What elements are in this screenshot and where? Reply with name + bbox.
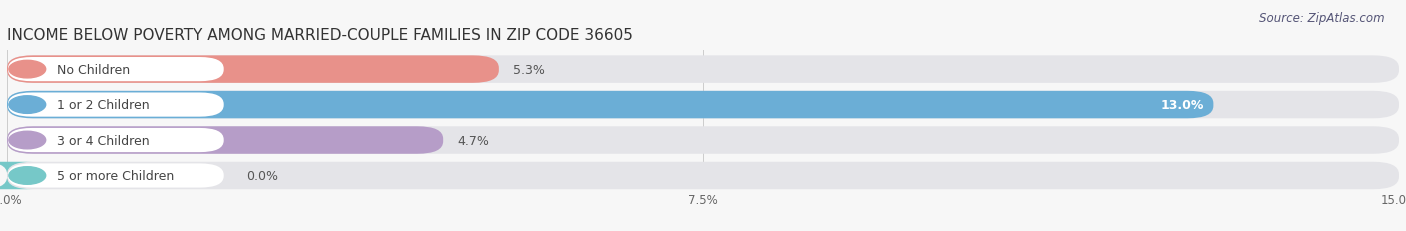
Text: 4.7%: 4.7% — [457, 134, 489, 147]
FancyBboxPatch shape — [7, 127, 1399, 154]
FancyBboxPatch shape — [7, 162, 1399, 189]
FancyBboxPatch shape — [0, 162, 32, 189]
Circle shape — [8, 132, 46, 149]
FancyBboxPatch shape — [8, 58, 224, 82]
Text: Source: ZipAtlas.com: Source: ZipAtlas.com — [1260, 12, 1385, 24]
FancyBboxPatch shape — [7, 91, 1399, 119]
FancyBboxPatch shape — [7, 56, 499, 83]
Text: 3 or 4 Children: 3 or 4 Children — [56, 134, 149, 147]
Text: 5.3%: 5.3% — [513, 63, 544, 76]
Text: 0.0%: 0.0% — [246, 169, 278, 182]
Circle shape — [8, 61, 46, 79]
Text: INCOME BELOW POVERTY AMONG MARRIED-COUPLE FAMILIES IN ZIP CODE 36605: INCOME BELOW POVERTY AMONG MARRIED-COUPL… — [7, 28, 633, 43]
Circle shape — [8, 96, 46, 114]
Circle shape — [8, 167, 46, 185]
FancyBboxPatch shape — [7, 91, 1213, 119]
Text: 13.0%: 13.0% — [1161, 99, 1204, 112]
FancyBboxPatch shape — [7, 56, 1399, 83]
Text: 5 or more Children: 5 or more Children — [56, 169, 174, 182]
Text: 1 or 2 Children: 1 or 2 Children — [56, 99, 149, 112]
FancyBboxPatch shape — [8, 128, 224, 152]
FancyBboxPatch shape — [7, 127, 443, 154]
Text: No Children: No Children — [56, 63, 129, 76]
FancyBboxPatch shape — [8, 164, 224, 188]
FancyBboxPatch shape — [8, 93, 224, 117]
